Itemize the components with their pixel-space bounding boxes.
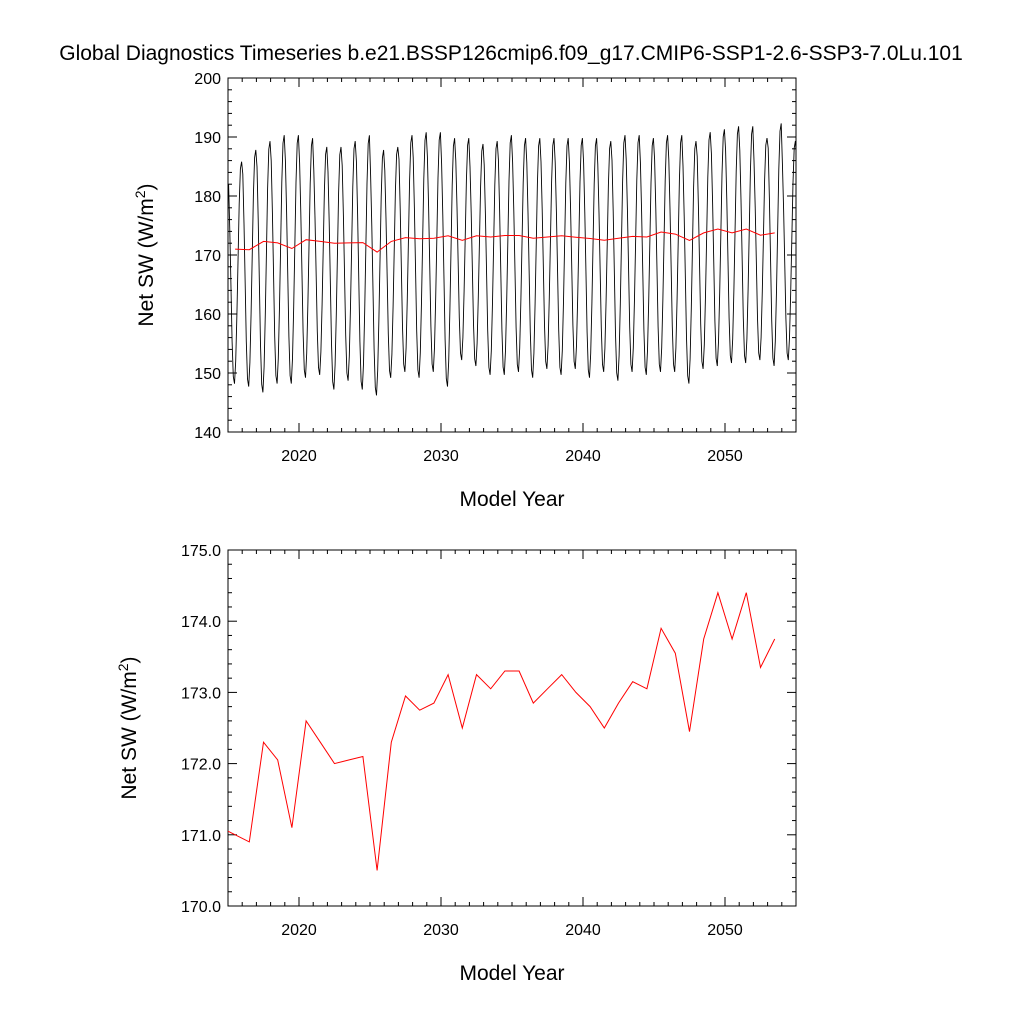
y-tick-label: 180	[194, 189, 221, 206]
panel-bottom: 2020 2030 2040 2050 170.0 171.0 172.0 173.0 174.…	[115, 543, 797, 985]
plot-frame	[227, 549, 797, 907]
panel-top: 2020 2030 2040 2050 140 150 160 170 180 190 200 Mod…	[132, 71, 797, 511]
x-tick-label: 2040	[565, 448, 601, 465]
series-annual-mean-line	[235, 228, 775, 253]
x-tick-label: 2050	[707, 448, 743, 465]
figure-title: Global Diagnostics Timeseries b.e21.BSSP…	[59, 42, 963, 65]
y-tick-label: 174.0	[181, 614, 221, 631]
x-tick-label: 2030	[423, 448, 459, 465]
x-tick-label: 2030	[423, 922, 459, 939]
x-tick-label: 2020	[281, 448, 317, 465]
y-tick-label: 160	[194, 307, 221, 324]
y-tick-label: 150	[194, 366, 221, 383]
y-tick-label: 171.0	[181, 828, 221, 845]
y-tick-label: 170.0	[181, 899, 221, 916]
x-tick-label: 2050	[707, 922, 743, 939]
x-tick-label: 2040	[565, 922, 601, 939]
x-tick-label: 2020	[281, 922, 317, 939]
y-axis-label: Net SW (W/m2)	[132, 183, 158, 326]
series-monthly-line	[228, 123, 796, 396]
y-axis-label: Net SW (W/m2)	[115, 656, 141, 799]
plot-frame	[227, 77, 797, 433]
series-annual-mean-line	[228, 590, 776, 871]
y-tick-label: 175.0	[181, 543, 221, 560]
y-tick-label: 173.0	[181, 685, 221, 702]
y-tick-label: 170	[194, 248, 221, 265]
x-axis-label: Model Year	[459, 962, 564, 985]
y-tick-label: 190	[194, 130, 221, 147]
y-tick-label: 200	[194, 71, 221, 88]
x-axis-label: Model Year	[459, 488, 564, 511]
y-tick-label: 172.0	[181, 757, 221, 774]
y-tick-label: 140	[194, 425, 221, 442]
